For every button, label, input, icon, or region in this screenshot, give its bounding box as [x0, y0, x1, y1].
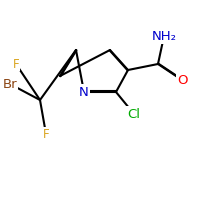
Text: F: F [13, 58, 19, 71]
Text: N: N [79, 86, 89, 98]
Text: O: O [177, 73, 187, 86]
Text: F: F [43, 128, 49, 140]
Text: Br: Br [3, 77, 17, 90]
Text: NH₂: NH₂ [152, 29, 177, 43]
Text: Cl: Cl [128, 108, 140, 120]
